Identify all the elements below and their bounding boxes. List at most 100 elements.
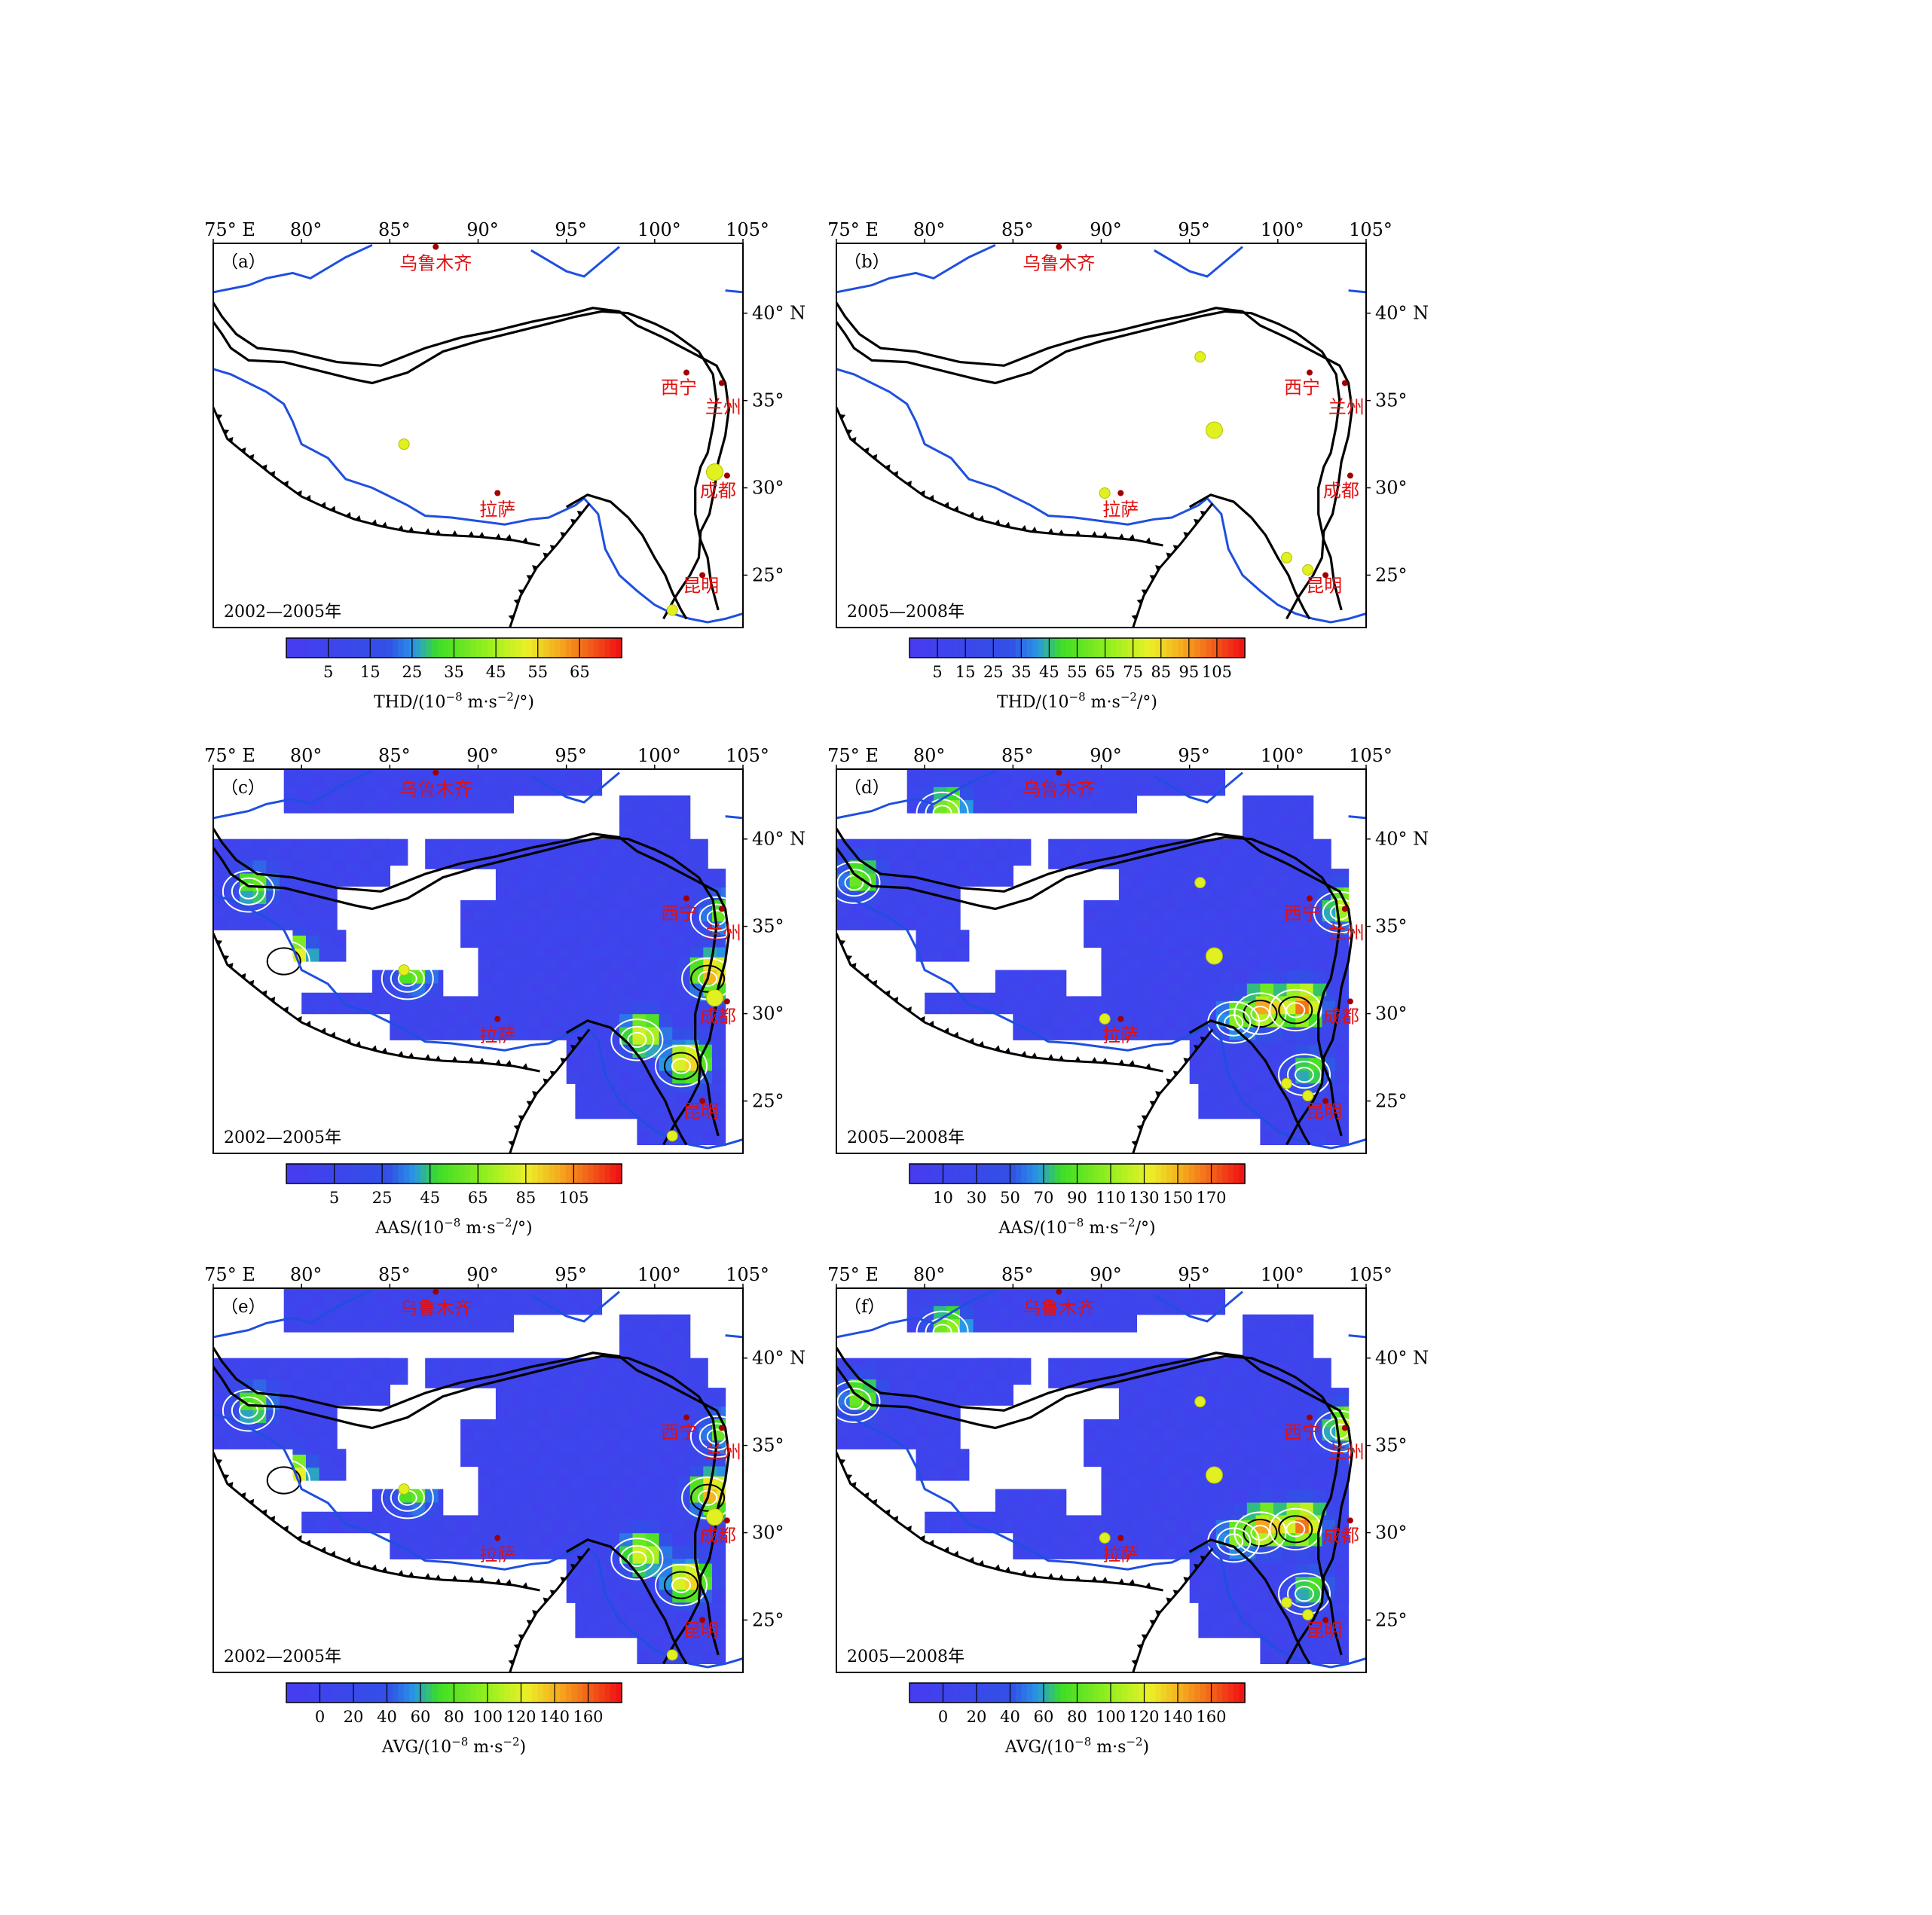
colorbar-band [420,1683,427,1703]
grid-cell [319,886,333,891]
grid-cell [540,1545,554,1559]
grid-cell [279,1358,294,1367]
grid-cell [1220,1489,1234,1503]
contour-line [689,1415,743,1458]
grid-cell [292,847,307,861]
station-marker [706,1508,724,1526]
grid-cell [1339,1624,1350,1639]
grid-cell [1238,887,1252,901]
grid-cell [1260,1118,1274,1132]
grid-cell [495,1000,510,1015]
grid-cell [376,773,390,787]
colorbar-band [448,1164,455,1184]
grid-cell [266,903,280,918]
grid-cell [1220,983,1234,997]
thrust-tooth [1200,510,1206,517]
fault-line [836,827,1353,1146]
grid-cell [579,1419,594,1428]
grid-cell [566,908,580,922]
grid-cell [685,1427,699,1441]
grid-cell [1176,934,1191,948]
grid-cell [1203,996,1217,1001]
grid-cell [1207,1361,1221,1376]
grid-cell [1132,1292,1137,1306]
grid-cell [513,1515,527,1520]
grid-cell [301,1519,316,1534]
grid-cell [672,1040,686,1045]
lon-tick-label: 90° [466,1264,499,1285]
grid-cell [469,1288,483,1293]
grid-cell [491,983,506,997]
grid-cell [1233,1476,1248,1490]
grid-cell [973,1306,987,1320]
grid-cell [685,1419,699,1428]
grid-cell [1008,1358,1013,1367]
colorbar-band [286,638,293,658]
colorbar-band [1133,1683,1139,1703]
colorbar-band [1211,1683,1218,1703]
grid-cell [1282,934,1296,948]
grid-cell [1114,842,1129,857]
grid-cell [1114,1476,1129,1490]
colorbar-band [370,1164,377,1184]
colorbar-band [308,1683,315,1703]
colorbar-band [560,1164,567,1184]
colorbar-band [1166,1683,1173,1703]
grid-cell [699,1040,713,1045]
lon-tick-label: 105° [726,219,769,240]
river-line [213,769,373,820]
grid-cell [460,1453,475,1468]
grid-cell [672,795,686,801]
river-line [836,1288,996,1339]
grid-cell [942,1454,956,1468]
grid-cell [1172,869,1186,875]
colorbar-band [459,1164,466,1184]
grid-cell [1172,874,1186,888]
grid-cell [1013,1000,1027,1015]
grid-cell [1017,1371,1032,1385]
grid-cell [685,934,699,948]
grid-cell [487,1419,501,1428]
grid-cell [252,886,267,891]
grid-cell [689,947,704,958]
grid-cell [672,996,686,1001]
grid-cell [279,860,294,874]
grid-cell [1105,1026,1120,1040]
grid-cell [628,1092,637,1106]
grid-cell [1229,1419,1243,1428]
grid-cell [487,1440,501,1454]
grid-cell [1176,1453,1191,1468]
station-marker [1099,1532,1111,1544]
colorbar-title-exp: −2 [1126,1735,1142,1749]
grid-cell [942,1366,956,1380]
grid-cell [592,921,607,935]
grid-cell [319,1405,333,1410]
grid-cell [942,1379,956,1393]
grid-cell [1339,1602,1350,1612]
grid-cell [1295,934,1310,948]
grid-cell [579,1427,594,1441]
grid-cell [619,1453,634,1468]
grid-cell [650,947,665,958]
grid-cell [982,860,996,874]
contour-line [932,805,952,821]
thrust-tooth [968,512,974,518]
city-dot [1347,472,1353,479]
grid-cell [637,1118,651,1132]
grid-cell [942,930,956,936]
city-label: 兰州 [1328,396,1365,417]
grid-cell [1286,1361,1301,1376]
grid-cell [575,1083,589,1093]
grid-cell [632,1453,647,1468]
grid-cell [646,1427,660,1441]
grid-cell [1286,838,1301,843]
grid-cell [1136,908,1151,922]
grid-cell [977,1511,992,1520]
grid-cell [1282,826,1296,840]
grid-cell [566,1515,580,1520]
grid-cell [1118,769,1133,774]
grid-cell [1194,1489,1208,1503]
grid-cell [615,1105,629,1119]
